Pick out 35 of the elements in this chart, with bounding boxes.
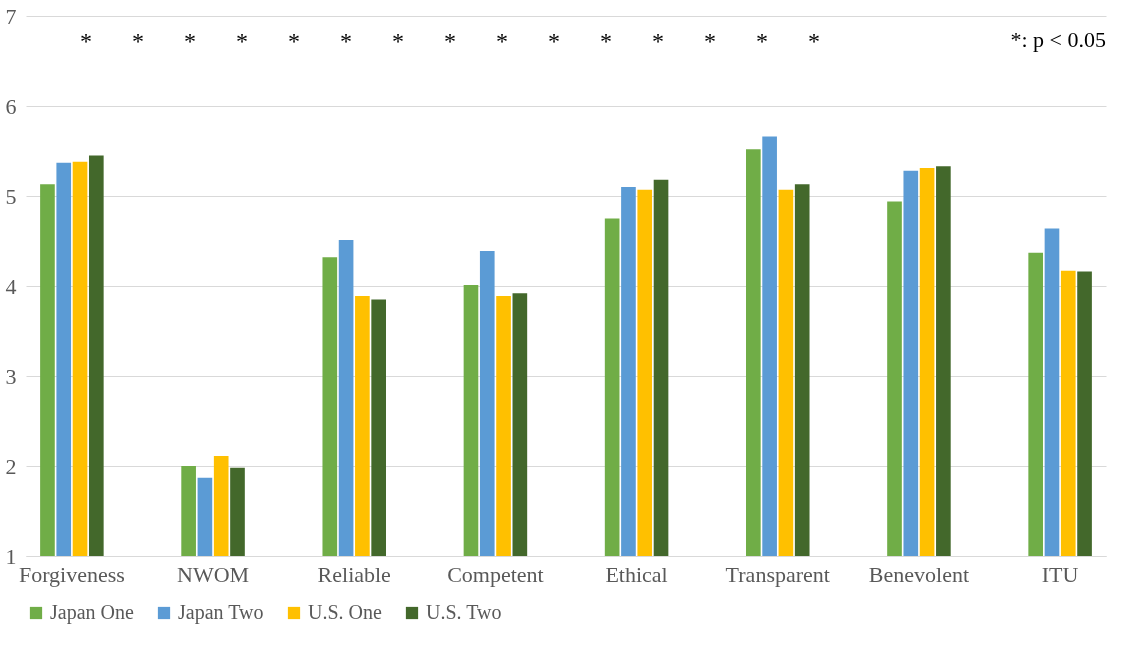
y-tick-label: 7	[5, 3, 17, 29]
annotation: *	[652, 28, 664, 54]
annotation: *	[600, 28, 612, 54]
annotation: *	[808, 28, 820, 54]
annotation: *	[288, 28, 300, 54]
x-tick-label: Ethical	[605, 561, 668, 587]
y-tick-label: 5	[5, 183, 17, 209]
legend-label: Japan One	[50, 601, 134, 624]
x-tick-label: Transparent	[725, 561, 830, 587]
annotation: *	[80, 28, 92, 54]
y-tick-label: 4	[5, 273, 17, 299]
annotation: *	[132, 28, 144, 54]
x-tick-label: Forgiveness	[18, 561, 125, 587]
annotation: *	[184, 28, 196, 54]
x-tick-label: Competent	[447, 561, 544, 587]
annotation: *	[756, 28, 768, 54]
annotation: *	[444, 28, 456, 54]
legend-label: U.S. Two	[426, 601, 502, 623]
y-tick-label: 3	[5, 363, 17, 389]
annotation: *	[392, 28, 404, 54]
y-tick-label: 2	[5, 453, 17, 479]
x-tick-label: Reliable	[317, 561, 391, 587]
annotation: *	[496, 28, 508, 54]
y-tick-label: 1	[5, 543, 17, 569]
annotation: *	[236, 28, 248, 54]
annotation: *	[704, 28, 716, 54]
annotation: *	[340, 28, 352, 54]
x-tick-label: Benevolent	[868, 561, 970, 587]
x-tick-label: ITU	[1041, 561, 1079, 587]
legend-label: Japan Two	[178, 601, 264, 624]
legend-label: U.S. One	[308, 601, 383, 623]
y-tick-label: 6	[5, 93, 17, 119]
x-tick-label: NWOM	[177, 561, 250, 587]
annotation: *	[548, 28, 560, 54]
annotation: *: p < 0.05	[1010, 27, 1106, 52]
